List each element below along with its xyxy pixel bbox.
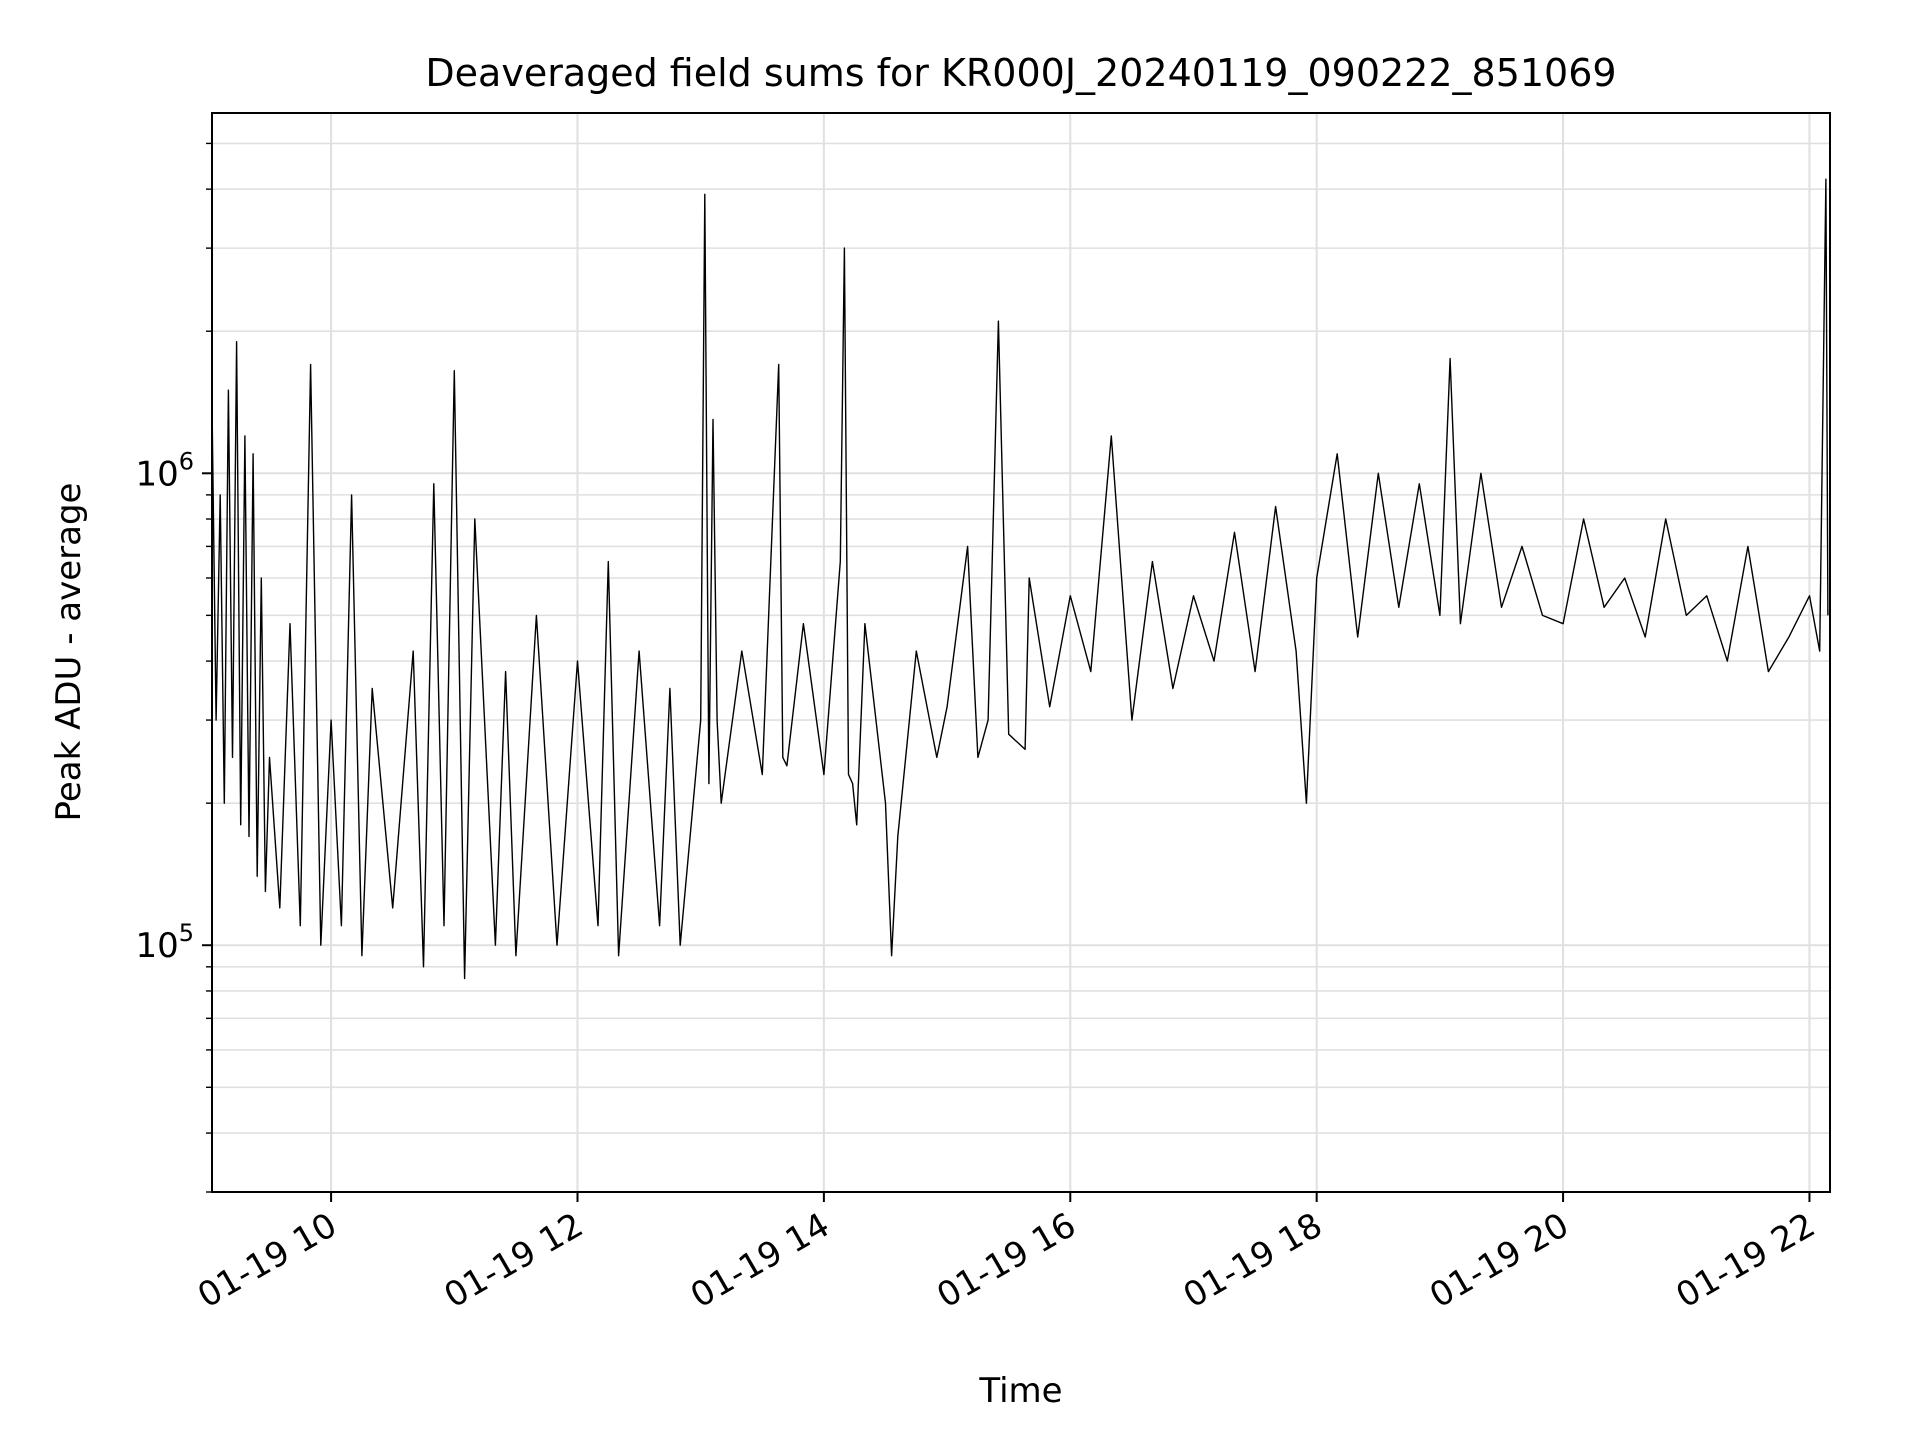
y-tick-label: 105 xyxy=(135,919,194,966)
x-axis-label: Time xyxy=(978,1371,1062,1411)
series-layer xyxy=(211,178,1829,980)
y-axis-label: Peak ADU - average xyxy=(49,483,89,822)
chart-title: Deaveraged field sums for KR000J_2024011… xyxy=(425,51,1616,95)
y-tick-base: 10 xyxy=(135,926,178,966)
plot-frame xyxy=(211,112,1831,1193)
grid xyxy=(212,113,1830,1193)
y-tick-exponent: 5 xyxy=(179,919,194,947)
y-tick-base: 10 xyxy=(135,454,178,494)
series-line xyxy=(211,178,1829,980)
y-tick-exponent: 6 xyxy=(179,447,194,475)
y-tick-label: 106 xyxy=(135,447,194,494)
